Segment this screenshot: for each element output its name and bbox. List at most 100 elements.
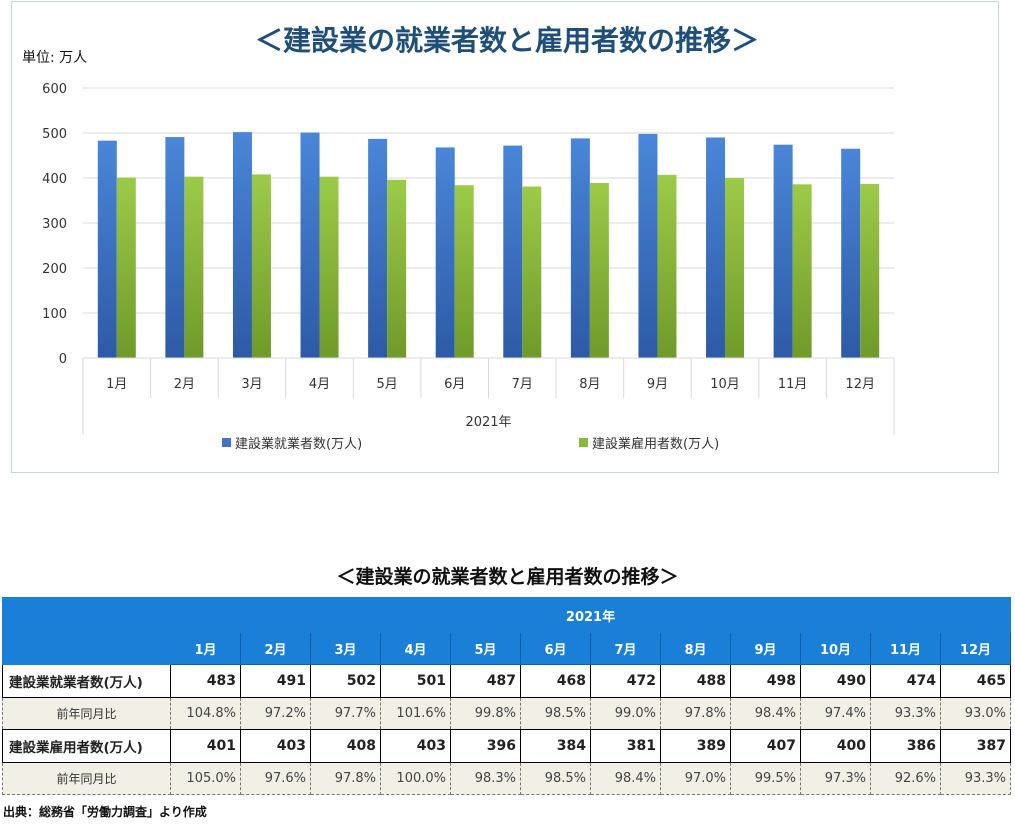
month-header: 9月 <box>730 632 801 665</box>
source-note: 出典：総務省「労働力調査」より作成 <box>3 805 207 819</box>
bar-employed <box>706 137 726 358</box>
x-tick-label: 6月 <box>444 377 465 392</box>
row-label: 建設業雇用者数(万人) <box>2 729 171 763</box>
month-header: 3月 <box>310 632 381 665</box>
table-title: ＜建設業の就業者数と雇用者数の推移＞ <box>336 566 679 588</box>
table-cell: 474 <box>870 664 941 698</box>
table-cell: 400 <box>800 729 871 763</box>
x-tick-label: 12月 <box>845 377 875 392</box>
table-cell: 490 <box>800 664 871 698</box>
y-tick-label: 0 <box>59 352 67 367</box>
table-cell: 389 <box>660 729 731 763</box>
y-tick-label: 400 <box>42 172 67 187</box>
x-tick-label: 8月 <box>579 377 600 392</box>
table-cell: 97.2% <box>240 697 311 730</box>
table-cell: 104.8% <box>170 697 241 730</box>
month-header: 6月 <box>520 632 591 665</box>
bar-employees <box>725 178 745 358</box>
y-tick-label: 600 <box>42 82 67 97</box>
bar-employees <box>792 184 812 358</box>
legend-label: 建設業雇用者数(万人) <box>592 436 719 452</box>
month-header: 4月 <box>380 632 451 665</box>
x-group-label: 2021年 <box>465 415 511 430</box>
x-tick-label: 4月 <box>309 377 330 392</box>
table-cell: 100.0% <box>380 762 451 795</box>
table-row: 前年同月比 105.0% 97.6% 97.8% 100.0% 98.3% 98.5% 98.… <box>2 762 1011 795</box>
row-label: 建設業就業者数(万人) <box>2 664 171 698</box>
x-tick-label: 7月 <box>512 377 533 392</box>
x-tick-label: 2月 <box>174 377 195 392</box>
table-cell: 498 <box>730 664 801 698</box>
table-cell: 502 <box>310 664 381 698</box>
table-cell: 93.3% <box>870 697 941 730</box>
table-cell: 98.5% <box>520 697 591 730</box>
table-cell: 97.6% <box>240 762 311 795</box>
bar-employed <box>638 133 658 358</box>
table-cell: 97.4% <box>800 697 871 730</box>
bar-employed <box>97 140 117 358</box>
table-cell: 97.3% <box>800 762 871 795</box>
table-cell: 468 <box>520 664 591 698</box>
table-cell: 408 <box>310 729 381 763</box>
table-corner <box>2 597 171 665</box>
table-cell: 97.0% <box>660 762 731 795</box>
table-cell: 105.0% <box>170 762 241 795</box>
table-cell: 99.5% <box>730 762 801 795</box>
year-header: 2021年 <box>170 597 1011 633</box>
table-cell: 92.6% <box>870 762 941 795</box>
x-tick-label: 11月 <box>778 377 808 392</box>
bar-employees <box>116 177 136 358</box>
table-cell: 465 <box>940 664 1011 698</box>
table-cell: 98.4% <box>730 697 801 730</box>
bar-chart: ＜建設業の就業者数と雇用者数の推移＞ 単位: 万人 0 100 200 300 400 500… <box>22 24 895 452</box>
chart-title: ＜建設業の就業者数と雇用者数の推移＞ <box>255 24 759 57</box>
bar-employed <box>165 137 185 358</box>
y-tick-label: 500 <box>42 127 67 142</box>
table-cell: 381 <box>590 729 661 763</box>
table-cell: 403 <box>380 729 451 763</box>
bar-employees <box>522 186 542 358</box>
table-cell: 387 <box>940 729 1011 763</box>
table-row: 前年同月比 104.8% 97.2% 97.7% 101.6% 99.8% 98.5% 99.… <box>2 697 1011 730</box>
month-header-row: 1月 2月 3月 4月 5月 6月 7月 8月 9月 10月 11月 12月 <box>3 632 1011 665</box>
table-cell: 488 <box>660 664 731 698</box>
unit-label: 単位: 万人 <box>22 50 87 66</box>
table-cell: 98.3% <box>450 762 521 795</box>
table-cell: 99.0% <box>590 697 661 730</box>
table-cell: 472 <box>590 664 661 698</box>
table-cell: 487 <box>450 664 521 698</box>
month-header: 2月 <box>240 632 311 665</box>
bar-employed <box>300 132 320 358</box>
y-tick-label: 200 <box>42 262 67 277</box>
x-tick-label: 10月 <box>710 377 740 392</box>
x-tick-label: 5月 <box>376 377 397 392</box>
x-tick-label: 1月 <box>106 377 127 392</box>
bar-employees <box>184 176 204 358</box>
table-row: 建設業就業者数(万人) 483 491 502 501 487 468 472 488 498 49… <box>2 664 1011 698</box>
table-row: 建設業雇用者数(万人) 401 403 408 403 396 384 381 389 407 40… <box>2 729 1011 763</box>
x-tick-label: 3月 <box>241 377 262 392</box>
table-cell: 483 <box>170 664 241 698</box>
table-cell: 501 <box>380 664 451 698</box>
table-cell: 93.3% <box>940 762 1011 795</box>
month-header: 7月 <box>590 632 661 665</box>
legend-swatch <box>222 438 231 447</box>
data-table: 2021年 1月 2月 3月 4月 5月 6月 7月 8月 9月 10月 11月 12月 建設業就業者… <box>2 597 1011 795</box>
month-header: 8月 <box>660 632 731 665</box>
bar-employed <box>841 148 861 358</box>
y-tick-label: 300 <box>42 217 67 232</box>
bar-employed <box>368 138 388 358</box>
y-tick-label: 100 <box>42 307 67 322</box>
table-cell: 403 <box>240 729 311 763</box>
bar-employees <box>319 176 339 358</box>
bar-employees <box>454 185 474 358</box>
table-cell: 99.8% <box>450 697 521 730</box>
bar-employed <box>435 147 455 358</box>
row-label: 前年同月比 <box>2 697 171 730</box>
table-cell: 386 <box>870 729 941 763</box>
x-tick-label: 9月 <box>647 377 668 392</box>
bar-employed <box>232 132 252 358</box>
table-cell: 93.0% <box>940 697 1011 730</box>
bar-employed <box>570 138 590 358</box>
table-cell: 97.7% <box>310 697 381 730</box>
